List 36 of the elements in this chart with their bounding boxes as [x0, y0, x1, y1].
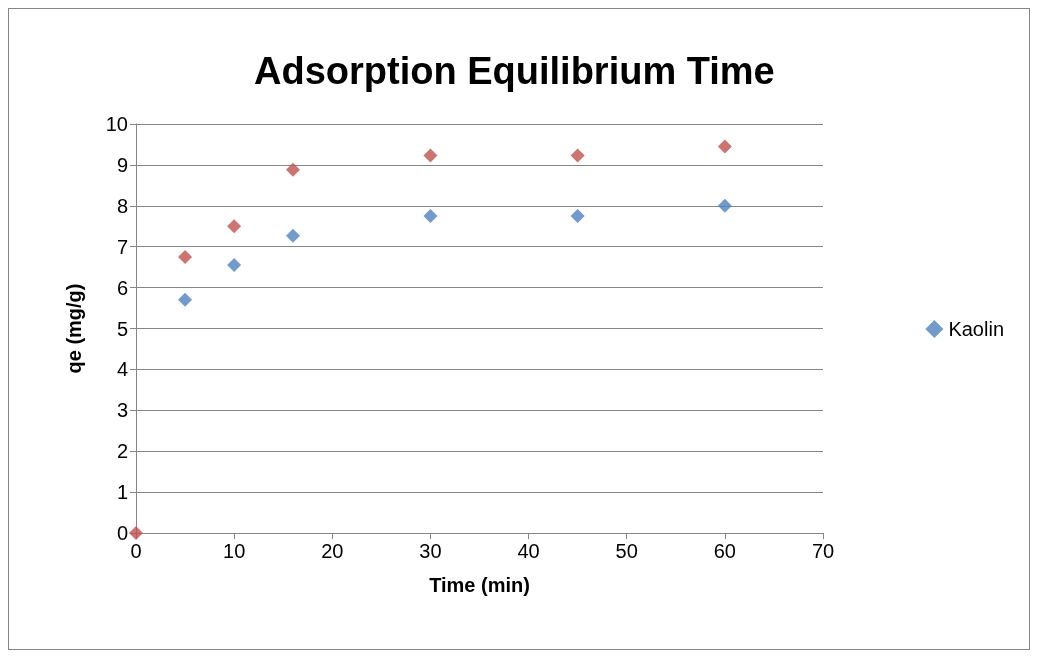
y-tick-label: 7	[116, 235, 128, 258]
point	[129, 526, 143, 540]
x-tick-label: 60	[713, 540, 736, 562]
y-tick-label: 6	[116, 276, 128, 299]
point	[286, 162, 301, 177]
point	[227, 219, 242, 234]
point	[178, 249, 193, 264]
point	[423, 209, 438, 224]
y-tick-label: 8	[116, 194, 128, 217]
point	[717, 198, 732, 213]
x-tick-label: 20	[321, 540, 344, 562]
x-tick-label: 50	[615, 540, 638, 562]
x-tick-label: 0	[130, 540, 142, 562]
point	[286, 228, 301, 243]
legend-label: Kaolin	[948, 318, 1005, 340]
y-axis-title: qe (mg/g)	[63, 283, 85, 374]
x-tick-label: 30	[419, 540, 442, 562]
x-tick-label: 70	[811, 540, 835, 562]
point	[717, 139, 732, 154]
chart-title: Adsorption Equilibrium Time	[254, 50, 775, 92]
y-tick-label: 9	[116, 153, 128, 176]
point	[570, 209, 585, 224]
y-tick-label: 10	[105, 113, 128, 135]
x-axis-title: Time (min)	[429, 574, 530, 596]
point	[227, 258, 242, 273]
x-tick-label: 40	[517, 540, 540, 562]
y-tick-label: 1	[116, 481, 128, 504]
y-tick-label: 2	[116, 440, 128, 463]
y-tick-label: 0	[116, 522, 128, 544]
y-tick-label: 3	[116, 399, 128, 422]
y-tick-label: 5	[116, 317, 128, 340]
point	[570, 148, 585, 163]
point	[423, 148, 438, 163]
x-tick-label: 10	[223, 540, 246, 562]
point	[178, 292, 193, 307]
y-tick-label: 4	[116, 358, 128, 381]
